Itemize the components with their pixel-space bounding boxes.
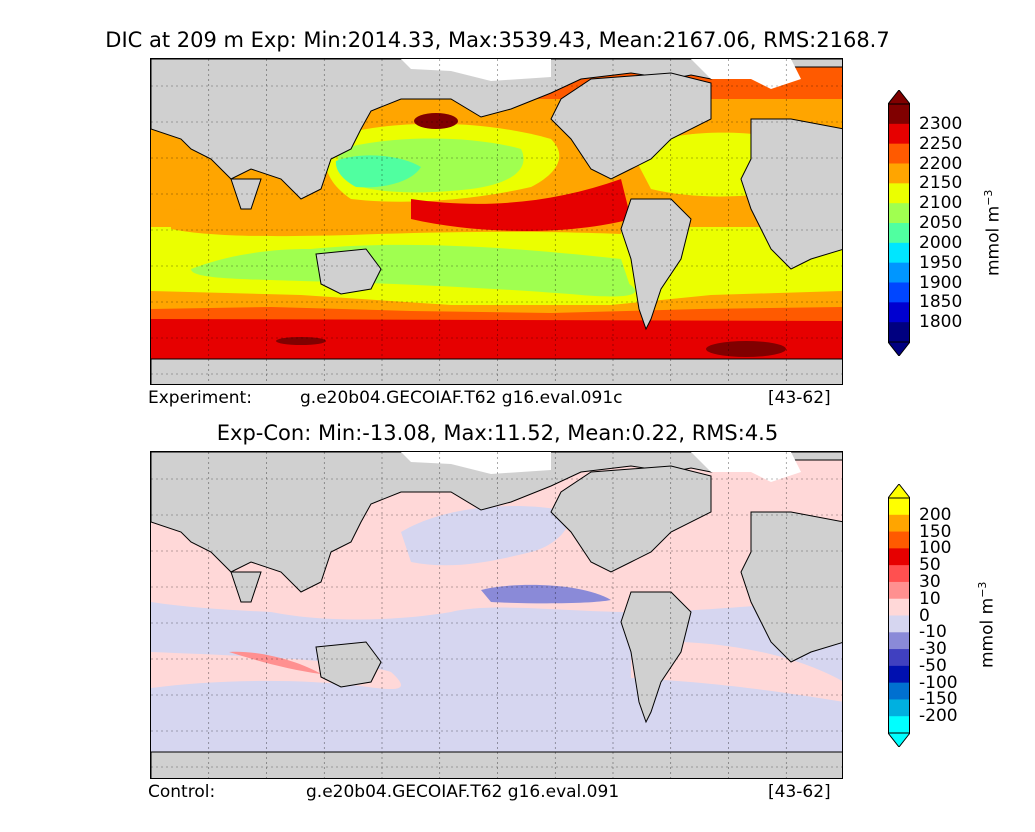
ocean-band-2300-np xyxy=(414,113,458,129)
top-colorbar-tick-label: 2000 xyxy=(919,232,963,253)
land-south-america xyxy=(620,591,692,724)
bottom-colorbar-tick-label: -200 xyxy=(919,706,958,727)
sea-ice xyxy=(401,59,801,89)
top-colorbar-swatch xyxy=(888,322,910,343)
bottom-colorbar-swatch xyxy=(888,581,910,600)
sea-ice-arctic-atlantic xyxy=(691,59,801,89)
top-colorbar-tick-label: 1850 xyxy=(919,292,963,313)
land xyxy=(151,452,842,778)
top-colorbar-swatch xyxy=(888,123,910,145)
top-colorbar-unit: mmol m−3 xyxy=(982,189,1004,276)
bottom-colorbar-tick-label: -150 xyxy=(919,689,958,710)
bottom-colorbar-frame xyxy=(888,497,910,734)
top-colorbar-swatch xyxy=(888,163,910,184)
bottom-colorbar-tick-label: -10 xyxy=(919,622,947,643)
ocean-band-2250-eqp xyxy=(411,179,631,231)
bottom-colorbar-swatch xyxy=(888,514,910,533)
top-colorbar-swatch xyxy=(888,302,910,323)
bottom-colorbar-tick-label: -30 xyxy=(919,639,947,660)
top-colorbar-swatch xyxy=(888,282,910,303)
bottom-colorbar-tick-label: 200 xyxy=(919,504,952,525)
top-colorbar-swatch xyxy=(888,242,910,264)
top-colorbar-frame xyxy=(888,103,910,343)
bottom-colorbar-swatch xyxy=(888,598,910,616)
top-colorbar-under-tip xyxy=(888,341,910,356)
top-colorbar xyxy=(888,90,910,356)
sea-ice-arctic-atlantic xyxy=(691,452,801,482)
bottom-panel-title: Exp-Con: Min:-13.08, Max:11.52, Mean:0.2… xyxy=(216,421,779,445)
top-colorbar-tick-label: 1950 xyxy=(919,252,963,273)
bottom-colorbar-tick-label: 10 xyxy=(919,588,941,609)
ocean-band-2000-np xyxy=(335,155,421,188)
bottom-footer-case: g.e20b04.GECOIAF.T62 g16.eval.091 xyxy=(306,782,620,802)
bottom-colorbar-under-tip xyxy=(888,732,910,747)
bottom-colorbar-swatch xyxy=(888,531,910,549)
top-colorbar-tick-label: 2150 xyxy=(919,173,963,194)
sea-ice-arctic-pacific xyxy=(401,59,551,81)
bottom-colorbar-swatch xyxy=(888,548,910,566)
bottom-footer-label: Control: xyxy=(148,782,216,802)
ocean-band-30-np xyxy=(481,584,611,604)
bottom-colorbar-swatch xyxy=(888,565,910,583)
top-dic-map xyxy=(150,58,843,385)
bottom-footer-years: [43-62] xyxy=(768,782,831,802)
bottom-colorbar-swatch xyxy=(888,682,910,700)
ocean-band-negative-np xyxy=(401,506,571,566)
bottom-colorbar-tick-label: -50 xyxy=(919,655,947,676)
ocean-band-2050-sp xyxy=(311,244,631,291)
ocean-band-2300-so xyxy=(706,341,786,357)
bottom-colorbar-over-tip xyxy=(888,484,910,499)
land-antarctica xyxy=(151,358,842,384)
top-footer-case: g.e20b04.GECOIAF.T62 g16.eval.091c xyxy=(300,388,623,408)
top-colorbar-swatch xyxy=(888,104,910,125)
ocean-band-positive-so-atl xyxy=(631,641,842,702)
land-australia xyxy=(315,641,382,688)
bottom-colorbar-swatch xyxy=(888,498,910,516)
top-colorbar-over-tip xyxy=(888,90,910,105)
top-colorbar-swatch xyxy=(888,223,910,244)
land-australia xyxy=(315,248,382,295)
grid-lines xyxy=(151,452,842,778)
top-colorbar-tick-label: 1900 xyxy=(919,272,963,293)
top-colorbar-tick-label: 2200 xyxy=(919,153,963,174)
bottom-colorbar-tick-label: 150 xyxy=(919,521,952,542)
bottom-colorbar-swatch xyxy=(888,716,910,734)
bottom-colorbar-tick-label: 50 xyxy=(919,555,941,576)
bottom-colorbar-unit: mmol m−3 xyxy=(976,581,998,668)
bottom-colorbar-tick-label: -100 xyxy=(919,672,958,693)
bottom-colorbar xyxy=(888,484,910,747)
bottom-colorbar-swatch xyxy=(888,649,910,667)
ocean-band-2300-so2 xyxy=(276,337,326,345)
land-antarctica xyxy=(151,751,842,778)
sea-ice xyxy=(401,452,801,482)
bottom-colorbar-swatch xyxy=(888,699,910,717)
bottom-colorbar-swatch xyxy=(888,632,910,650)
top-colorbar-tick-label: 1800 xyxy=(919,312,963,333)
top-panel-title: DIC at 209 m Exp: Min:2014.33, Max:3539.… xyxy=(105,28,890,52)
bottom-colorbar-tick-label: 100 xyxy=(919,538,952,559)
land-eurasia xyxy=(151,59,842,200)
land-south-america xyxy=(620,198,692,331)
bottom-colorbar-tick-label: 30 xyxy=(919,571,941,592)
top-colorbar-tick-label: 2250 xyxy=(919,133,963,154)
bottom-colorbar-swatch xyxy=(888,615,910,633)
land-eurasia xyxy=(151,452,842,593)
bottom-diff-map xyxy=(150,451,843,779)
top-colorbar-swatch xyxy=(888,262,910,283)
top-footer-years: [43-62] xyxy=(768,388,831,408)
grid-lines xyxy=(151,59,842,384)
bottom-colorbar-tick-label: 0 xyxy=(919,605,930,626)
top-colorbar-tick-label: 2050 xyxy=(919,213,963,233)
top-colorbar-swatch xyxy=(888,183,910,204)
top-footer-label: Experiment: xyxy=(148,388,252,408)
top-colorbar-swatch xyxy=(888,143,910,164)
top-colorbar-tick-label: 2100 xyxy=(919,193,963,214)
ocean-band-10-io xyxy=(229,651,321,674)
bottom-colorbar-swatch xyxy=(888,665,910,684)
top-colorbar-swatch xyxy=(888,203,910,224)
sea-ice-arctic-pacific xyxy=(401,452,551,474)
top-colorbar-tick-label: 2300 xyxy=(919,113,963,134)
